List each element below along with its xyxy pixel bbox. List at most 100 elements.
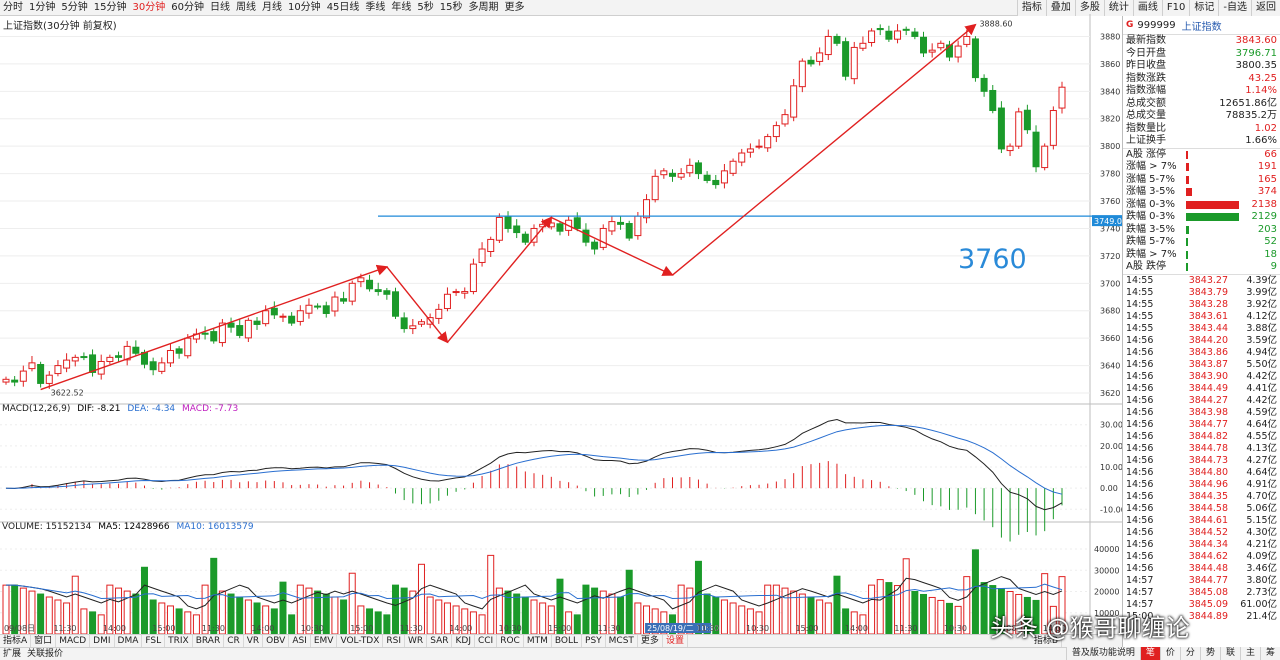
- toolbar-button-0[interactable]: 指标: [1016, 0, 1046, 16]
- indicator-tab-6[interactable]: TRIX: [165, 635, 193, 647]
- indicator-tab-24[interactable]: 更多: [638, 635, 663, 647]
- candle-body: [366, 279, 374, 290]
- candle-body: [573, 217, 581, 229]
- price-tick-label: 3780: [1100, 170, 1120, 179]
- watermark-text: 头条 @猴哥聊缠论: [990, 614, 1190, 642]
- macd-tick-label: 30.00: [1100, 421, 1122, 430]
- indicator-tab-17[interactable]: KDJ: [452, 635, 475, 647]
- toolbar-button-7[interactable]: -自选: [1218, 0, 1251, 16]
- bottom-right-tab-5[interactable]: 联: [1219, 647, 1240, 660]
- period-tab-12[interactable]: 年线: [391, 1, 412, 13]
- tick-row: 14:56 3843.86 4.94亿: [1123, 347, 1280, 359]
- bottom-right-tab-0[interactable]: 普及版功能说明: [1065, 647, 1140, 660]
- period-tab-8[interactable]: 月线: [261, 1, 282, 13]
- breadth-bar: [1184, 175, 1247, 184]
- indicator-tab-18[interactable]: CCI: [475, 635, 498, 647]
- toolbar-button-3[interactable]: 统计: [1103, 0, 1133, 16]
- breadth-label: 涨幅 3-5%: [1126, 186, 1176, 197]
- indicator-tab-3[interactable]: DMI: [90, 635, 115, 647]
- indicator-tab-4[interactable]: DMA: [115, 635, 143, 647]
- symbol-flag: G: [1126, 20, 1134, 30]
- toolbar-button-1[interactable]: 叠加: [1045, 0, 1075, 16]
- tick-volume: 2.73亿: [1246, 586, 1277, 598]
- candle-body: [175, 348, 183, 354]
- tick-time: 14:57: [1126, 598, 1154, 610]
- breadth-row: 涨幅 3-5% 374: [1123, 186, 1280, 199]
- period-tab-4[interactable]: 30分钟: [132, 1, 166, 13]
- indicator-tab-7[interactable]: BRAR: [193, 635, 225, 647]
- toolbar-button-8[interactable]: 返回: [1251, 0, 1280, 16]
- period-tab-14[interactable]: 15秒: [439, 1, 463, 13]
- indicator-tab-22[interactable]: PSY: [582, 635, 606, 647]
- toolbar-button-4[interactable]: 画线: [1132, 0, 1162, 16]
- tick-time: 14:56: [1126, 430, 1154, 442]
- period-tab-5[interactable]: 60分钟: [171, 1, 204, 13]
- indicator-tab-1[interactable]: 窗口: [31, 635, 57, 647]
- indicator-tab-21[interactable]: BOLL: [552, 635, 583, 647]
- volume-bar: [331, 596, 339, 634]
- period-tab-3[interactable]: 15分钟: [93, 1, 127, 13]
- indicator-tab-13[interactable]: VOL-TDX: [337, 635, 384, 647]
- indicator-b-tab[interactable]: 指标B: [1031, 635, 1062, 647]
- indicator-tab-25[interactable]: 设置: [663, 635, 688, 647]
- bottom-right-tab-7[interactable]: 筹: [1259, 647, 1280, 660]
- candle-body: [11, 379, 19, 383]
- indicator-tab-16[interactable]: SAR: [427, 635, 453, 647]
- period-tab-0[interactable]: 分时: [3, 1, 23, 13]
- breadth-bar: [1184, 150, 1247, 159]
- indicator-tab-11[interactable]: ASI: [289, 635, 311, 647]
- tick-row: 14:56 3844.34 4.21亿: [1123, 539, 1280, 551]
- time-axis-label: 14:00: [1043, 624, 1066, 633]
- period-tab-13[interactable]: 5秒: [417, 1, 434, 13]
- breadth-bar-fill: [1186, 250, 1188, 259]
- bottom-right-tab-1[interactable]: 笔: [1139, 647, 1160, 660]
- quote-row: 上证换手 1.66%: [1123, 135, 1280, 148]
- bottom-right-tab-3[interactable]: 分: [1179, 647, 1200, 660]
- tick-volume: 4.12亿: [1246, 310, 1277, 322]
- tick-row: 14:55 3843.28 3.92亿: [1123, 299, 1280, 311]
- period-tab-10[interactable]: 45日线: [326, 1, 360, 13]
- price-tick-label: 3800: [1100, 142, 1120, 151]
- volume-bar: [288, 614, 296, 634]
- bottom-right-tab-4[interactable]: 势: [1199, 647, 1220, 660]
- kline-chart-area[interactable]: 3620 3640 3660 3680 3700 3720 3740 3760 3780 3800…: [0, 14, 1122, 634]
- period-tab-9[interactable]: 10分钟: [287, 1, 321, 13]
- candle-body: [937, 42, 945, 49]
- period-tab-7[interactable]: 周线: [235, 1, 256, 13]
- indicator-tab-20[interactable]: MTM: [524, 635, 552, 647]
- tick-volume: 4.27亿: [1246, 454, 1277, 466]
- period-tab-1[interactable]: 1分钟: [29, 1, 56, 13]
- breadth-bar: [1184, 250, 1247, 259]
- indicator-tab-10[interactable]: OBV: [263, 635, 290, 647]
- period-tab-15[interactable]: 多周期: [468, 1, 499, 13]
- toolbar-button-5[interactable]: F10: [1161, 0, 1189, 16]
- toolbar-button-6[interactable]: 标记: [1189, 0, 1218, 16]
- indicator-tab-2[interactable]: MACD: [56, 635, 91, 647]
- bottom-left-1[interactable]: 关联报价: [27, 649, 64, 659]
- candle-body: [28, 362, 36, 370]
- indicator-tab-19[interactable]: ROC: [497, 635, 524, 647]
- toolbar-button-2[interactable]: 多股: [1074, 0, 1104, 16]
- indicator-tab-0[interactable]: 指标A: [0, 635, 32, 647]
- bottom-right-tab-2[interactable]: 价: [1159, 647, 1180, 660]
- volume-bar: [166, 605, 174, 634]
- tick-row: 14:56 3844.48 3.46亿: [1123, 563, 1280, 575]
- period-tab-2[interactable]: 5分钟: [61, 1, 88, 13]
- tick-volume: 4.70亿: [1246, 490, 1277, 502]
- indicator-tab-23[interactable]: MCST: [606, 635, 638, 647]
- indicator-tab-8[interactable]: CR: [224, 635, 244, 647]
- tick-volume: 3.59亿: [1246, 334, 1277, 346]
- bottom-right-tab-6[interactable]: 主: [1239, 647, 1260, 660]
- bottom-left-0[interactable]: 扩展: [3, 649, 22, 659]
- indicator-tab-9[interactable]: VR: [244, 635, 264, 647]
- indicator-tab-5[interactable]: FSL: [142, 635, 166, 647]
- indicator-tab-14[interactable]: RSI: [383, 635, 406, 647]
- period-tab-6[interactable]: 日线: [209, 1, 230, 13]
- tick-list[interactable]: 14:55 3843.27 4.39亿 14:55 3843.79 3.99亿 14:55 3…: [1123, 275, 1280, 623]
- tick-price: 3844.78: [1188, 442, 1228, 454]
- time-axis-label: 10:30: [746, 624, 769, 633]
- period-tab-16[interactable]: 更多: [504, 1, 525, 13]
- indicator-tab-12[interactable]: EMV: [311, 635, 338, 647]
- indicator-tab-15[interactable]: WR: [405, 635, 428, 647]
- period-tab-11[interactable]: 季线: [365, 1, 386, 13]
